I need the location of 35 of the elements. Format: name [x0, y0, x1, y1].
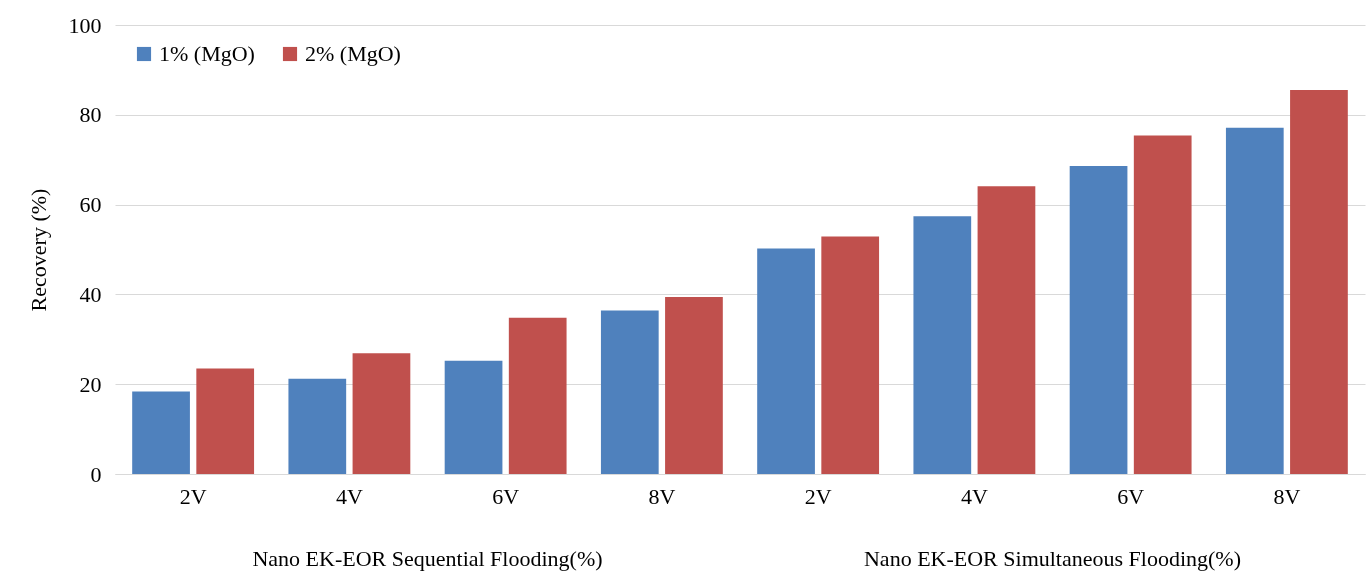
text: Nano EK-EOR Simultaneous Flooding(%) [863, 546, 1242, 571]
y-tick-label: 40 [79, 281, 102, 307]
x-tick-label: 6V [492, 483, 520, 509]
x-tick-label: 8V [648, 483, 676, 509]
bar [757, 248, 815, 474]
y-tick-label: 0 [90, 461, 102, 487]
bar [288, 378, 347, 474]
x-tick-label: 6V [1117, 483, 1145, 509]
bar [132, 391, 190, 474]
bar [352, 353, 411, 474]
bar [508, 317, 567, 474]
bar [821, 236, 880, 474]
bar [665, 297, 723, 474]
legend-label: 2% (MgO) [305, 41, 401, 66]
text: Nano EK-EOR Sequential Flooding(%) [252, 546, 603, 571]
bar [913, 216, 972, 474]
y-tick-label: 100 [68, 12, 102, 38]
x-tick-label: 4V [960, 483, 988, 509]
y-tick-label: 60 [79, 192, 102, 218]
x-tick-label: 8V [1273, 483, 1301, 509]
bar [1225, 127, 1284, 474]
bar [977, 186, 1036, 474]
bar [444, 360, 503, 474]
x-tick-label: 2V [179, 483, 207, 509]
bar [600, 310, 659, 474]
x-tick-label: 2V [804, 483, 832, 509]
x-tick-label: 4V [335, 483, 363, 509]
bar [1069, 165, 1128, 474]
y-axis-title: Recovery (%) [25, 188, 51, 312]
y-tick-label: 20 [79, 371, 102, 397]
legend-label: 1% (MgO) [159, 41, 255, 66]
bar [1290, 90, 1348, 474]
y-tick-label: 80 [79, 102, 102, 128]
bar [1133, 135, 1192, 474]
bar [196, 368, 255, 474]
